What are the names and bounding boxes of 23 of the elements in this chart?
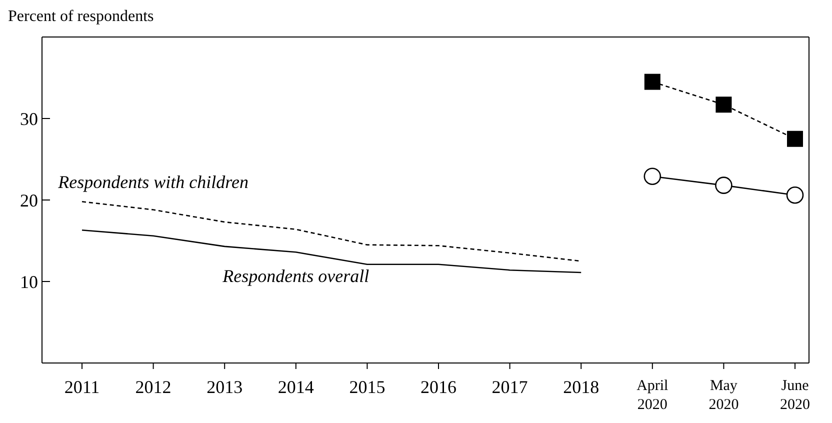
x-tick-label: 2012 bbox=[135, 377, 172, 397]
series-label: Respondents with children bbox=[57, 172, 248, 192]
x-tick-label: June 2020 bbox=[780, 378, 810, 413]
point bbox=[786, 186, 804, 204]
x-tick-label: May 2020 bbox=[708, 378, 739, 413]
point bbox=[644, 74, 660, 90]
point bbox=[716, 96, 732, 113]
x-tick-label: 2016 bbox=[420, 377, 456, 397]
point bbox=[715, 176, 732, 194]
x-tick-label: 2017 bbox=[492, 377, 528, 397]
x-tick-label: 2013 bbox=[206, 377, 243, 397]
x-tick-label: 2014 bbox=[278, 377, 314, 397]
y-tick-label: 30 bbox=[20, 108, 38, 129]
x-tick-label: April 2020 bbox=[636, 378, 668, 413]
point bbox=[644, 168, 662, 186]
y-tick-label: 20 bbox=[20, 190, 38, 210]
y-tick-label: 10 bbox=[20, 272, 38, 292]
series-label: Respondents overall bbox=[222, 266, 370, 286]
x-tick-label: 2015 bbox=[349, 377, 386, 397]
y-axis-title: Percent of respondents bbox=[8, 8, 154, 26]
x-tick-label: 2018 bbox=[563, 377, 600, 397]
point bbox=[787, 130, 803, 147]
x-tick-label: 2011 bbox=[64, 377, 100, 397]
